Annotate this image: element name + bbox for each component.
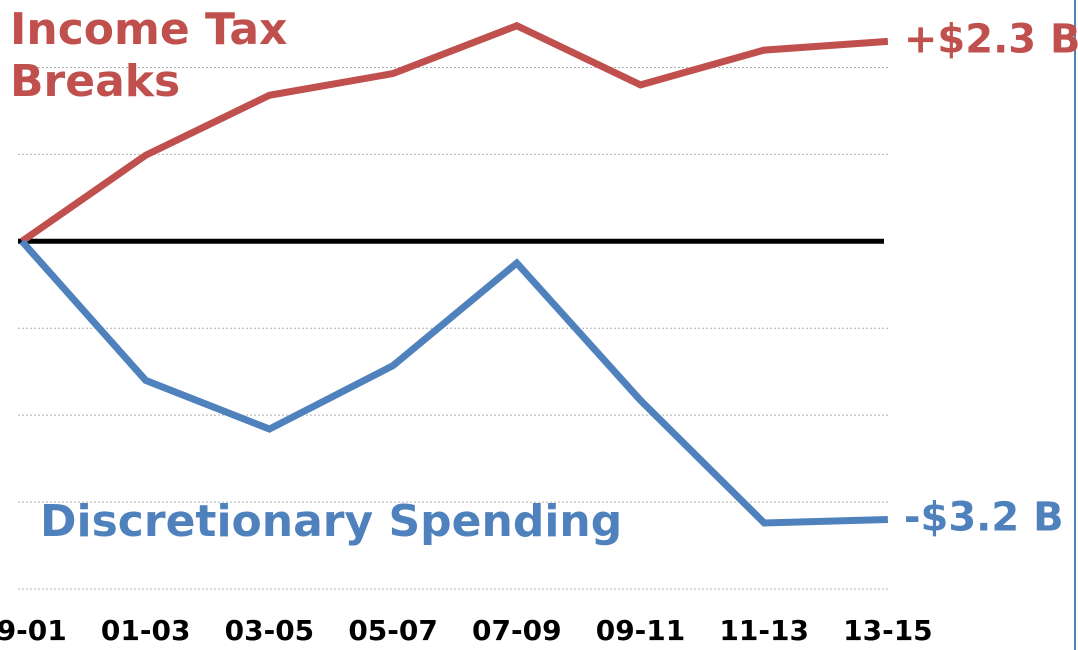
series-name: Income Tax Breaks <box>10 4 288 107</box>
x-tick-label: 03-05 <box>225 614 315 647</box>
line <box>19 238 888 527</box>
x-tick-label: 05-07 <box>348 614 438 647</box>
data-label: +$2.3 B <box>904 16 1078 62</box>
x-tick-label: 07-09 <box>472 614 562 647</box>
x-tick-label: 11-13 <box>719 614 809 647</box>
line <box>20 21 889 245</box>
x-tick-label: 09-11 <box>596 614 686 647</box>
series-name: Discretionary Spending <box>40 496 623 547</box>
x-tick-label: 13-15 <box>843 614 933 647</box>
data-label: -$3.2 B <box>904 494 1064 540</box>
x-tick-label: 01-03 <box>101 614 191 647</box>
x-tick-label: 99-01 <box>0 614 67 647</box>
